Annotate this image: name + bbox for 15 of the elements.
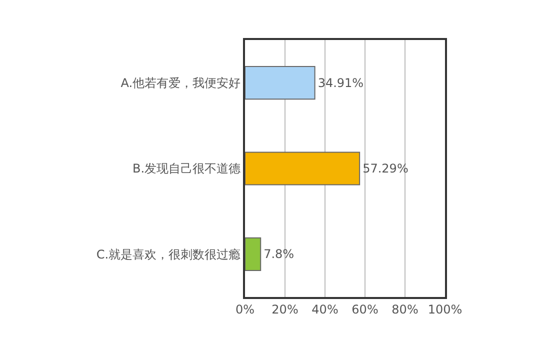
y-tick-label: B.发现自己很不道德 (132, 162, 241, 176)
y-tick-label: C.就是喜欢，很刺数很过瘾 (96, 247, 241, 262)
x-tick-label: 0% (235, 302, 255, 316)
y-tick-label: A.他若有爱，我便安好 (120, 76, 241, 90)
bar (245, 237, 262, 271)
bar (245, 66, 316, 100)
data-label: 57.29% (362, 162, 408, 176)
x-tick-label: 40% (312, 302, 338, 316)
x-tick-label: 60% (352, 302, 378, 316)
data-label: 7.8% (264, 247, 294, 262)
x-tick-label: 80% (392, 302, 418, 316)
x-tick-label: 20% (272, 302, 298, 316)
x-tick-label: 100% (428, 302, 462, 316)
bar (245, 152, 360, 186)
data-label: 34.91% (318, 76, 364, 90)
